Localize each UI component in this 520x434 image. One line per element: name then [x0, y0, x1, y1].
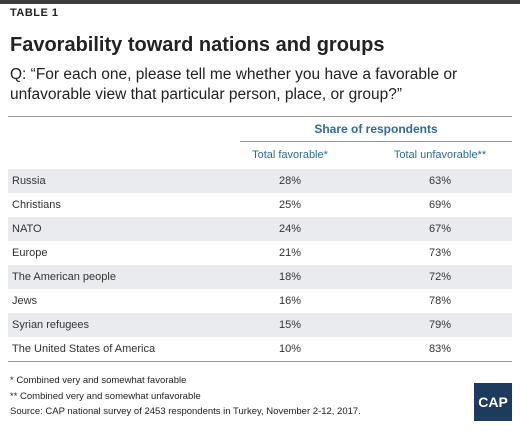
row-label: Christians [12, 199, 61, 211]
row-label: Russia [12, 175, 46, 187]
cell-value: 67% [428, 223, 452, 235]
table-row: The United States of America 10% 83% [8, 337, 512, 361]
row-label: Europe [12, 247, 48, 259]
source: Source: CAP national survey of 2453 resp… [10, 406, 361, 417]
cell-value: 25% [278, 199, 302, 211]
group-header: Share of respondents [314, 122, 438, 136]
cell-value: 24% [278, 223, 302, 235]
cell-value: 16% [278, 295, 302, 307]
cell-value: 72% [428, 271, 452, 283]
table-label: TABLE 1 [10, 7, 59, 19]
row-label: The United States of America [12, 343, 156, 355]
table-row: NATO 24% 67% [8, 217, 512, 241]
footnote: ** Combined very and somewhat unfavorabl… [10, 391, 201, 402]
cell-value: 63% [428, 175, 452, 187]
row-label: NATO [12, 223, 42, 235]
table-row: Jews 16% 78% [8, 289, 512, 313]
cell-value: 10% [278, 343, 302, 355]
logo: CAP [474, 383, 512, 421]
rule [240, 141, 512, 142]
question: Q: “For each one, please tell me whether… [10, 66, 458, 103]
rule [8, 361, 512, 362]
column-header: Total favorable* [252, 149, 328, 161]
table-row: The American people 18% 72% [8, 265, 512, 289]
column-header: Total unfavorable** [393, 149, 487, 161]
cell-value: 83% [428, 343, 452, 355]
table-row: Russia 28% 63% [8, 169, 512, 193]
cell-value: 15% [278, 319, 302, 331]
table-row: Syrian refugees 15% 79% [8, 313, 512, 337]
cell-value: 28% [278, 175, 302, 187]
cell-value: 69% [428, 199, 452, 211]
cell-value: 21% [278, 247, 302, 259]
footnote: * Combined very and somewhat favorable [10, 375, 187, 386]
table-row: Europe 21% 73% [8, 241, 512, 265]
row-label: Syrian refugees [12, 319, 90, 331]
row-label: The American people [12, 271, 116, 283]
top-bar [0, 0, 520, 4]
cell-value: 79% [428, 319, 452, 331]
rule [8, 116, 512, 117]
cell-value: 73% [428, 247, 452, 259]
cell-value: 78% [428, 295, 452, 307]
table-row: Christians 25% 69% [8, 193, 512, 217]
row-label: Jews [12, 295, 38, 307]
title: Favorability toward nations and groups [10, 34, 385, 56]
cell-value: 18% [278, 271, 302, 283]
